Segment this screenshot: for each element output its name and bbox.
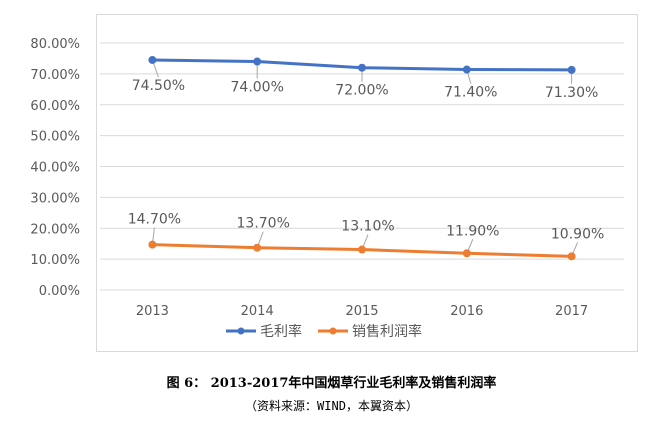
data-label: 13.10%: [341, 219, 394, 235]
x-tick-label: 2014: [241, 304, 274, 319]
legend-label: 销售利润率: [352, 323, 422, 340]
y-tick-label: 50.00%: [30, 130, 80, 145]
data-point: [567, 252, 576, 261]
chart-frame: [96, 14, 638, 352]
data-point: [567, 65, 576, 74]
y-tick-label: 40.00%: [30, 161, 80, 176]
y-tick-label: 10.00%: [30, 253, 80, 268]
y-tick-label: 30.00%: [30, 191, 80, 206]
data-label: 74.50%: [132, 78, 185, 94]
legend-label: 毛利率: [260, 323, 302, 340]
figure-caption: 图 6： 2013-2017年中国烟草行业毛利率及销售利润率: [166, 376, 497, 391]
data-label: 71.40%: [444, 85, 497, 101]
y-tick-label: 60.00%: [30, 99, 80, 114]
data-point: [462, 249, 471, 258]
x-tick-label: 2016: [450, 304, 483, 319]
y-tick-label: 0.00%: [39, 284, 80, 299]
data-point: [253, 57, 262, 66]
x-tick-label: 2013: [136, 304, 169, 319]
data-label: 72.00%: [335, 83, 388, 99]
data-point: [148, 240, 157, 249]
data-label: 14.70%: [128, 212, 181, 228]
data-point: [462, 65, 471, 74]
y-tick-label: 70.00%: [30, 68, 80, 83]
y-tick-label: 20.00%: [30, 222, 80, 237]
legend-swatch-marker: [237, 327, 245, 335]
data-label: 10.90%: [551, 226, 604, 242]
figure-source: （资料来源：WIND，本翼资本）: [245, 399, 418, 413]
data-point: [148, 55, 157, 64]
data-point: [358, 245, 366, 254]
data-label: 13.70%: [237, 216, 290, 232]
data-point: [253, 243, 262, 252]
data-label: 74.00%: [231, 80, 284, 96]
legend-swatch-marker: [329, 327, 337, 335]
data-label: 71.30%: [545, 85, 598, 101]
data-point: [358, 63, 366, 72]
y-tick-label: 80.00%: [30, 37, 80, 52]
data-label: 11.90%: [446, 223, 499, 239]
x-tick-label: 2015: [345, 304, 378, 319]
x-tick-label: 2017: [555, 304, 588, 319]
line-chart: 0.00% 10.00% 20.00% 30.00% 40.00% 50.00% 60.00…: [30, 37, 624, 340]
